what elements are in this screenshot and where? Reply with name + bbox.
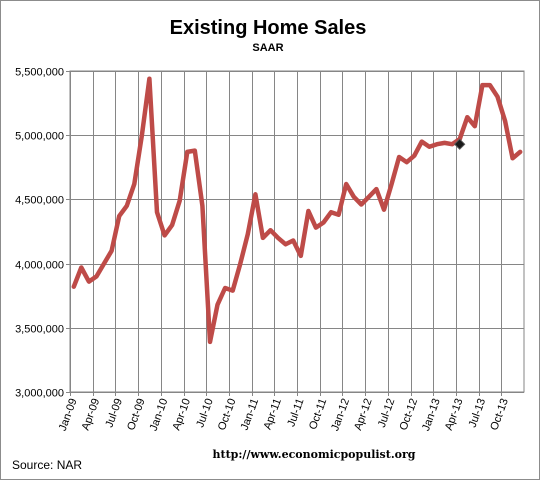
highlight-marker	[453, 138, 466, 150]
x-tick-label: Jul-10	[194, 397, 216, 429]
x-tick-label: Oct-09	[125, 397, 148, 432]
y-axis-ticks: 3,000,000 3,500,000 4,000,000 4,500,000 5,00…	[15, 67, 64, 400]
y-tick-label: 4,000,000	[15, 260, 64, 272]
chart-title: Existing Home Sales	[170, 17, 367, 39]
series-group	[71, 76, 523, 345]
x-tick-label: Jan-11	[239, 397, 262, 432]
x-tick-label: Oct-12	[398, 397, 421, 432]
x-axis-ticks: Jan-09 Apr-09 Jul-09 Oct-09 Jan-10 Apr-10 Jul-…	[57, 397, 511, 433]
x-tick-label: Apr-11	[262, 397, 284, 431]
x-tick-label: Jul-13	[467, 397, 489, 429]
x-tick-label: Oct-10	[216, 397, 239, 432]
x-tick-label: Oct-11	[307, 397, 329, 431]
series-line	[71, 76, 523, 345]
x-tick-label: Jan-12	[329, 397, 352, 433]
y-tick-label: 4,500,000	[15, 195, 64, 207]
x-tick-label: Apr-09	[80, 397, 103, 432]
source-url: http://www.economicpopulist.org	[213, 448, 416, 461]
x-tick-label: Apr-10	[171, 397, 194, 432]
y-tick-label: 3,500,000	[15, 324, 64, 336]
x-tick-label: Apr-13	[443, 397, 466, 432]
x-tick-label: Jan-09	[57, 397, 80, 433]
x-tick-label: Apr-12	[352, 397, 375, 432]
x-tick-label: Jul-12	[376, 397, 398, 429]
x-tick-label: Oct-13	[488, 397, 511, 432]
source-label: Source: NAR	[12, 458, 82, 472]
x-tick-label: Jul-11	[285, 397, 306, 429]
chart-subtitle: SAAR	[252, 42, 283, 54]
y-tick-label: 5,500,000	[15, 67, 64, 79]
gridlines	[66, 70, 525, 396]
x-tick-label: Jul-09	[103, 397, 125, 429]
x-tick-label: Jan-13	[420, 397, 443, 433]
y-tick-label: 5,000,000	[15, 131, 64, 143]
x-tick-label: Jan-10	[148, 397, 171, 433]
y-tick-label: 3,000,000	[15, 388, 64, 400]
